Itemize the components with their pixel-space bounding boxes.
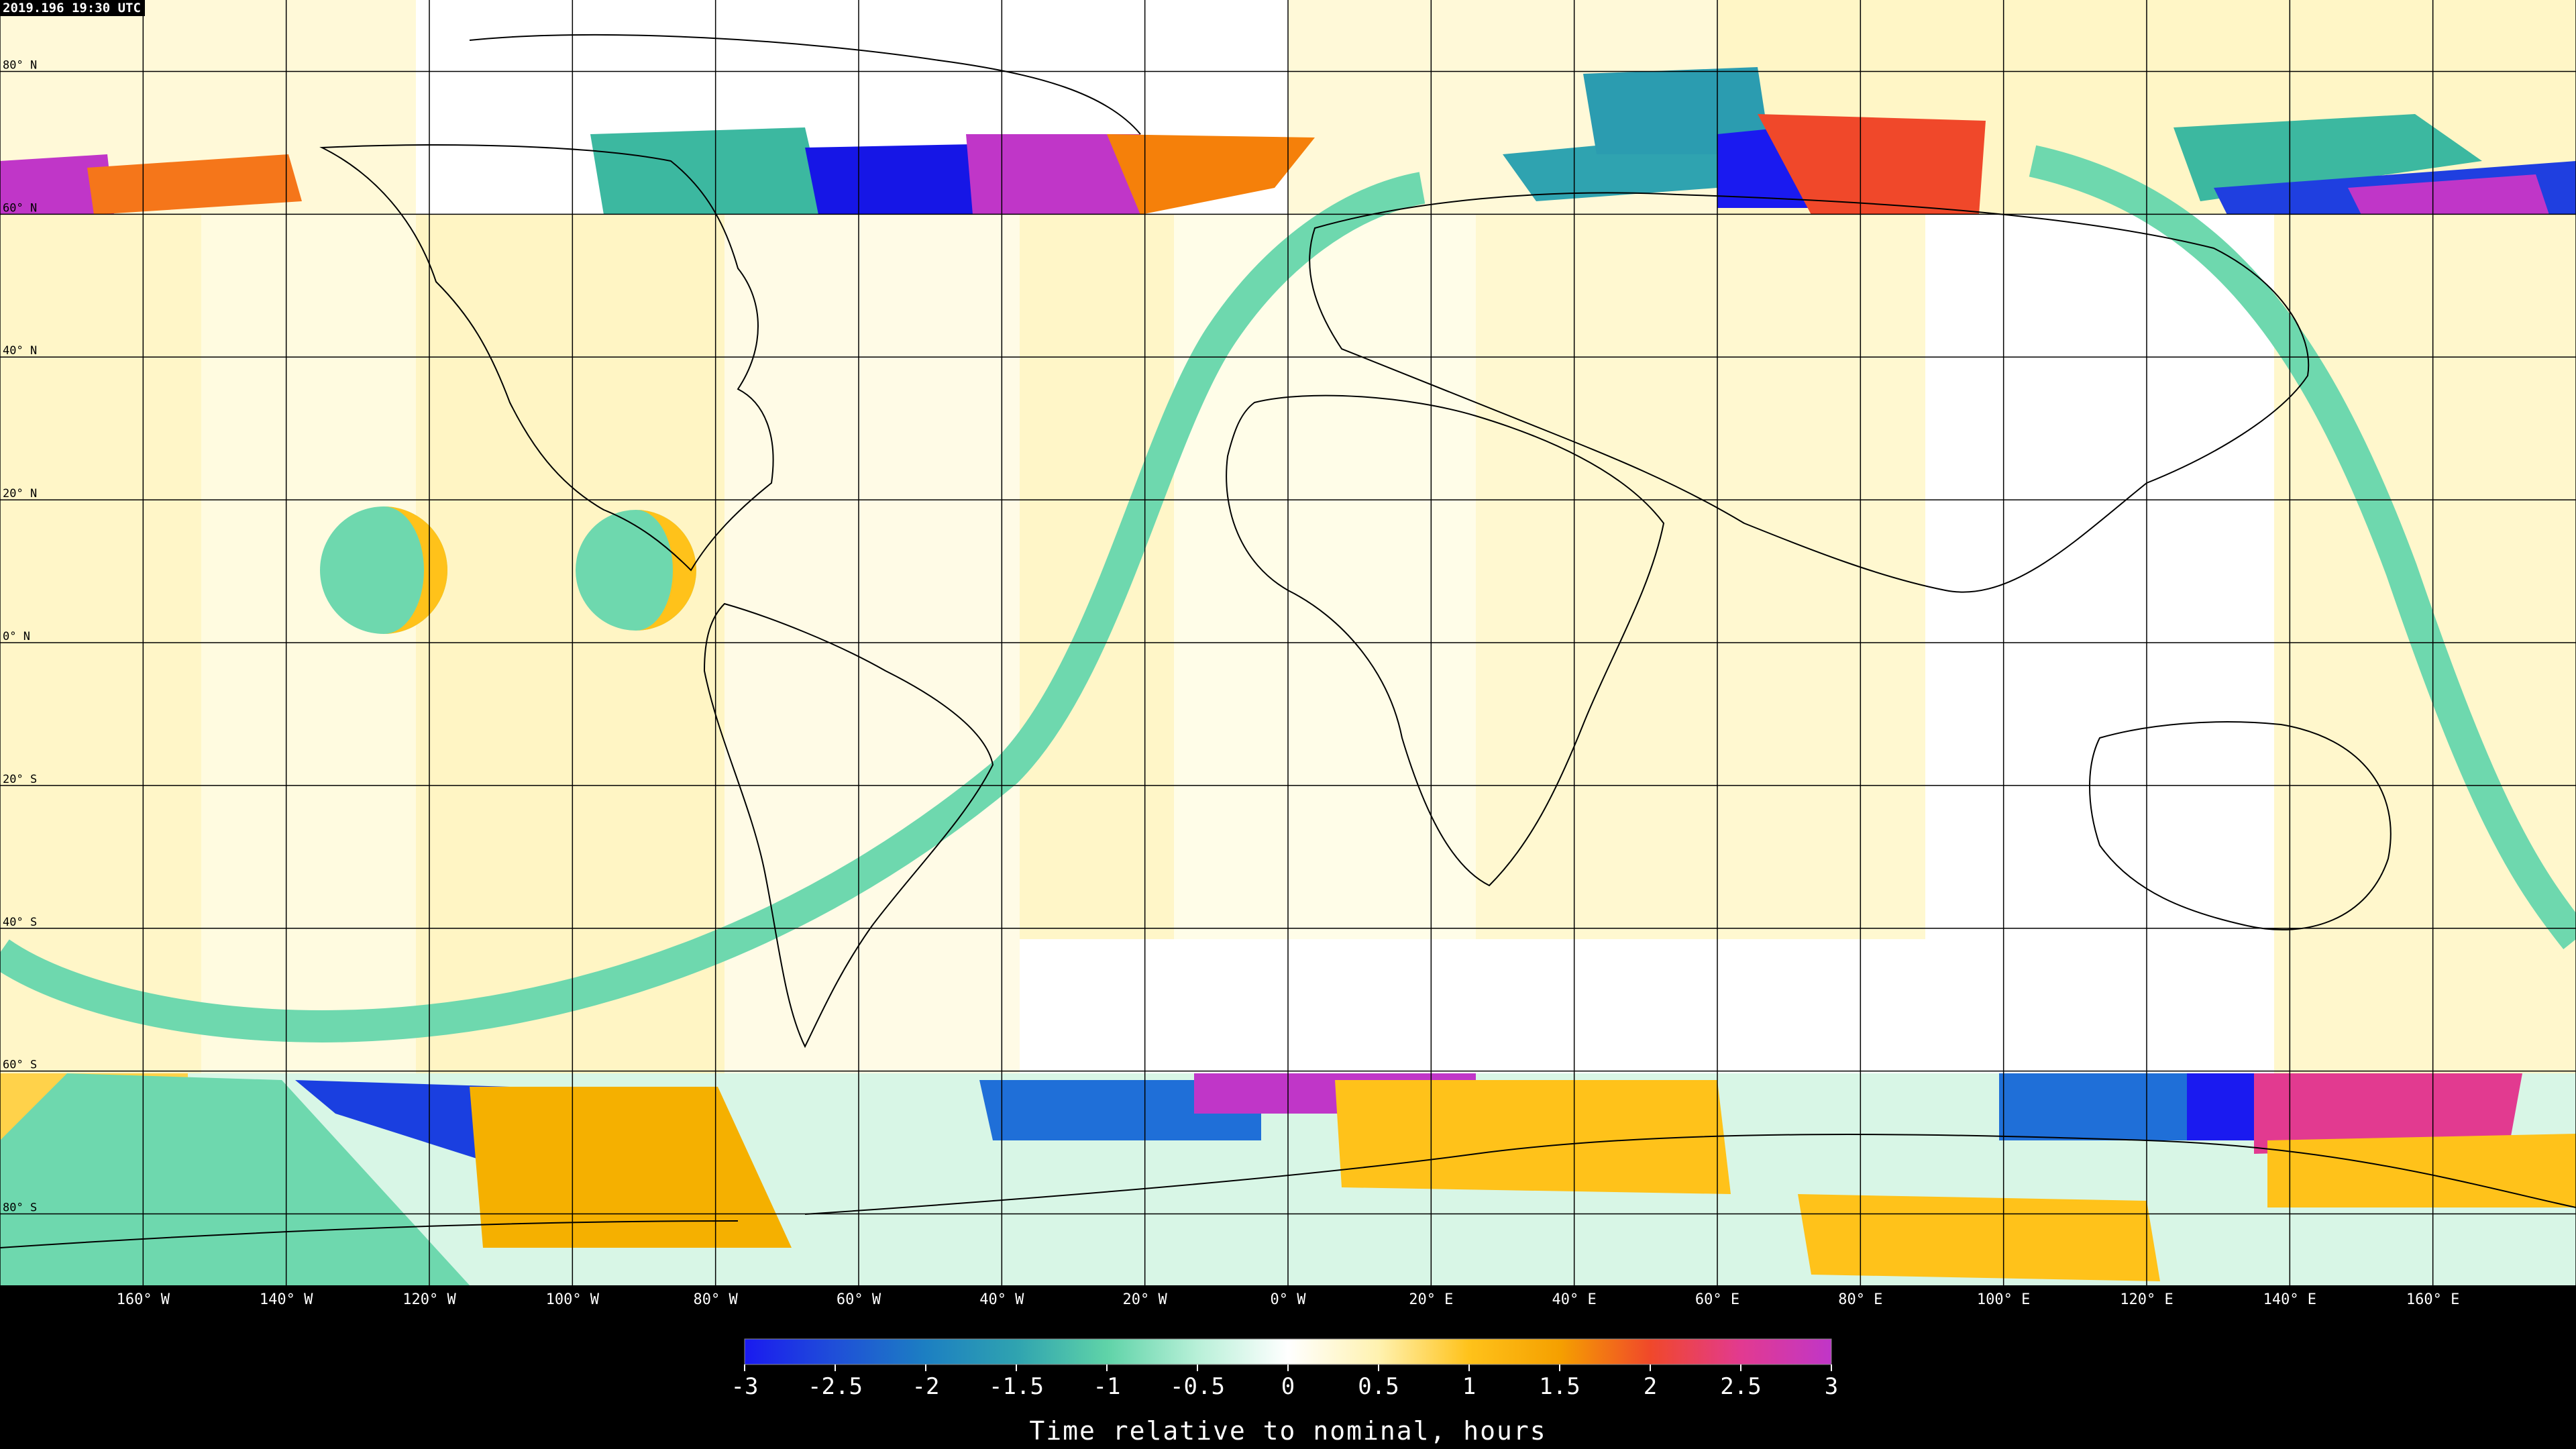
latitude-label: 0° N bbox=[3, 630, 30, 643]
colorbar-tick-label: -1.5 bbox=[989, 1373, 1044, 1400]
longitude-label: 80° W bbox=[694, 1291, 739, 1308]
longitude-label: 140° E bbox=[2263, 1291, 2316, 1308]
colorbar-gradient bbox=[744, 1338, 1832, 1365]
longitude-label: 40° E bbox=[1552, 1291, 1597, 1308]
longitude-label: 120° W bbox=[402, 1291, 456, 1308]
latitude-label: 80° S bbox=[3, 1201, 37, 1215]
longitude-label: 80° E bbox=[1838, 1291, 1882, 1308]
longitude-label: 40° W bbox=[979, 1291, 1024, 1308]
colorbar-tick-label: 3 bbox=[1825, 1373, 1838, 1400]
longitude-label: 60° E bbox=[1695, 1291, 1739, 1308]
colorbar: -3 -2.5 -2 -1.5 -1 -0.5 0 0.5 1 1.5 2 2.5 3 Time rel… bbox=[731, 1338, 1838, 1446]
colorbar-tick-label: 0.5 bbox=[1358, 1373, 1399, 1400]
colorbar-tick-label: -1 bbox=[1093, 1373, 1121, 1400]
colorbar-tick-label: 0 bbox=[1281, 1373, 1295, 1400]
latitude-label: 40° S bbox=[3, 916, 37, 929]
colorbar-tick-label: 2.5 bbox=[1720, 1373, 1761, 1400]
longitude-label: 100° W bbox=[546, 1291, 600, 1308]
colorbar-tick-label: -2 bbox=[912, 1373, 940, 1400]
longitude-label: 120° E bbox=[2120, 1291, 2173, 1308]
longitude-label: 160° W bbox=[117, 1291, 170, 1308]
colorbar-tick-label: -3 bbox=[731, 1373, 759, 1400]
longitude-label: 160° E bbox=[2406, 1291, 2459, 1308]
longitude-label: 20° E bbox=[1409, 1291, 1453, 1308]
graticule bbox=[0, 0, 2576, 1285]
longitude-labels: 160° W 140° W 120° W 100° W 80° W 60° W 40° W 2… bbox=[117, 1291, 2460, 1308]
latitude-label: 20° N bbox=[3, 487, 37, 500]
footprint-circles bbox=[320, 506, 696, 634]
orbit-track bbox=[0, 145, 2576, 1042]
longitude-label: 60° W bbox=[837, 1291, 881, 1308]
map-area: 80° N 60° N 40° N 20° N 0° N 20° S 40° S 60° S 8… bbox=[0, 0, 2576, 1285]
latitude-label: 20° S bbox=[3, 773, 37, 786]
longitude-label: 0° W bbox=[1271, 1291, 1307, 1308]
latitude-label: 80° N bbox=[3, 58, 37, 72]
colorbar-tick-label: 1.5 bbox=[1539, 1373, 1580, 1400]
colorbar-tick-label: 1 bbox=[1462, 1373, 1476, 1400]
colorbar-ticks: -3 -2.5 -2 -1.5 -1 -0.5 0 0.5 1 1.5 2 2.5 3 bbox=[731, 1364, 1838, 1400]
colorbar-tick-label: -0.5 bbox=[1170, 1373, 1225, 1400]
longitude-label: 100° E bbox=[1977, 1291, 2030, 1308]
colorbar-tick-label: -2.5 bbox=[808, 1373, 863, 1400]
longitude-label: 20° W bbox=[1123, 1291, 1168, 1308]
timestamp-label: 2019.196 19:30 UTC bbox=[0, 0, 145, 16]
latitude-labels: 80° N 60° N 40° N 20° N 0° N 20° S 40° S 60° S 8… bbox=[3, 58, 37, 1214]
colorbar-tick-label: 2 bbox=[1644, 1373, 1657, 1400]
latitude-label: 40° N bbox=[3, 344, 37, 358]
latitude-label: 60° S bbox=[3, 1059, 37, 1072]
colorbar-title: Time relative to nominal, hours bbox=[1029, 1416, 1546, 1446]
coastlines bbox=[0, 34, 2576, 1248]
latitude-label: 60° N bbox=[3, 201, 37, 215]
longitude-label: 140° W bbox=[260, 1291, 313, 1308]
